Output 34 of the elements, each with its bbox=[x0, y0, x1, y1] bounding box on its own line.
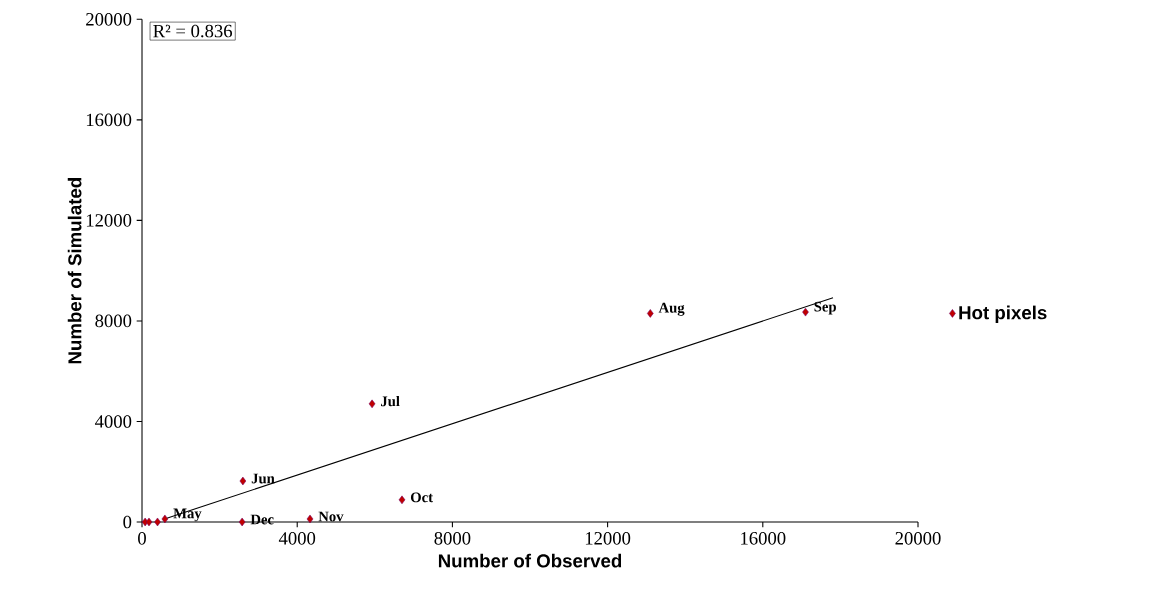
y-tick-label: 16000 bbox=[86, 113, 132, 127]
y-tick-label: 4000 bbox=[94, 415, 132, 428]
x-tick-label: 16000 bbox=[741, 532, 786, 545]
x-tick-label: 8000 bbox=[434, 532, 471, 545]
point bbox=[145, 517, 153, 527]
y-tick-label: 12000 bbox=[86, 214, 132, 227]
point bbox=[239, 476, 247, 486]
annotation: Oct bbox=[410, 492, 433, 503]
point bbox=[802, 307, 809, 317]
x-tick-label: 12000 bbox=[585, 532, 631, 545]
y-axis-title: Number of Simulated bbox=[67, 178, 82, 364]
y-tick-label: 20000 bbox=[86, 13, 132, 26]
annotation: Sep bbox=[814, 301, 836, 315]
annotation: R² = 0.836 bbox=[153, 24, 233, 38]
x-axis-title: Number of Observed bbox=[438, 553, 622, 568]
annotation: Aug bbox=[658, 302, 685, 316]
x-tick-label: 0 bbox=[138, 532, 146, 545]
x-tick-label: 4000 bbox=[278, 532, 316, 545]
point bbox=[306, 514, 314, 524]
point bbox=[368, 399, 376, 409]
y-tick-label: 8000 bbox=[95, 314, 132, 328]
annotation: Dec bbox=[250, 514, 274, 525]
point bbox=[154, 517, 161, 527]
annotation: Nov bbox=[318, 511, 344, 522]
point bbox=[647, 309, 654, 318]
annotation: May bbox=[173, 508, 202, 522]
annotation: Jul bbox=[381, 395, 400, 407]
point bbox=[398, 495, 406, 505]
annotation: Jun bbox=[251, 473, 275, 484]
point bbox=[161, 514, 169, 524]
x-tick-label: 20000 bbox=[895, 532, 941, 545]
legend-label: Hot pixels bbox=[959, 305, 1047, 324]
y-tick-label: 0 bbox=[123, 515, 132, 529]
point bbox=[238, 517, 246, 527]
